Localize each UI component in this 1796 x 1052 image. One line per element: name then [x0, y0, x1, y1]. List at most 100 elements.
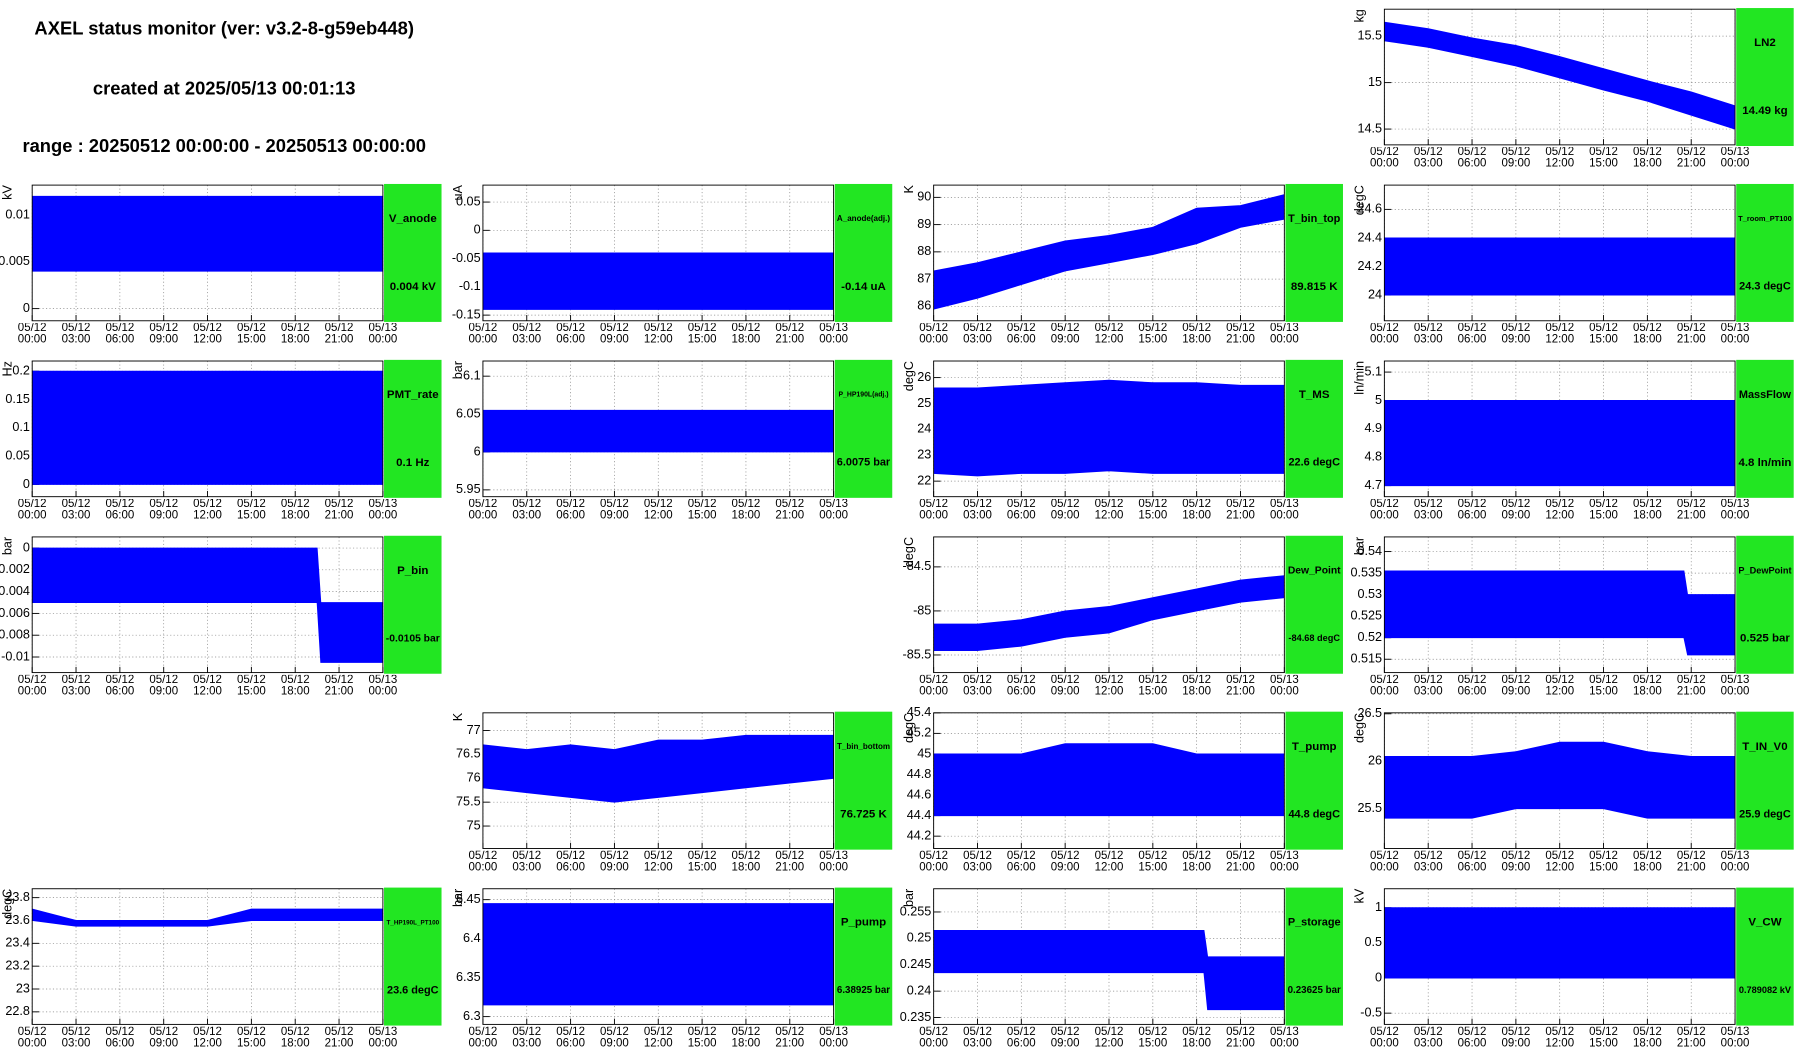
x-tick-label: 05/12 06:00: [1457, 147, 1487, 171]
y-tick-label: 0: [474, 223, 481, 237]
y-tick-label: 23.6: [5, 913, 30, 927]
panel: 14.5 15 15.5 05/12 00:00 05/12 03:00 05/12 06…: [1353, 8, 1794, 171]
x-tick-label-box: 05/13 00:00: [819, 851, 848, 873]
status-name: PMT_rate: [387, 389, 439, 401]
x-tick-label: 05/12 00:00: [468, 850, 498, 874]
x-tick-label-box: 05/12 18:00: [281, 323, 310, 345]
x-tick-label-box: 05/12 06:00: [1458, 851, 1487, 873]
x-tick-label-box: 05/12 12:00: [1545, 323, 1574, 345]
x-tick-label-box: 05/12 12:00: [193, 675, 222, 697]
x-tick-label-box: 05/12 15:00: [237, 323, 266, 345]
y-axis-unit: degC: [902, 361, 916, 391]
panel: -0.15 -0.1 -0.05 0 0.05 05/12 00:00 05/12 03:0…: [451, 183, 893, 347]
data-layer: [482, 903, 834, 1006]
y-tick-label: 45.4: [907, 705, 932, 719]
x-tick-label: 05/13 00:00: [368, 498, 398, 522]
x-tick-label: 05/12 00:00: [468, 1026, 498, 1050]
status-name: T_IN_V0: [1742, 741, 1787, 753]
x-tick-label-box: 05/12 15:00: [1589, 499, 1618, 521]
x-tick-label: 05/12 12:00: [1094, 674, 1124, 698]
x-tick-label: 05/12 21:00: [1226, 1026, 1255, 1050]
x-tick-label: 05/12 18:00: [1632, 674, 1662, 698]
x-tick-label-box: 05/12 15:00: [237, 1027, 266, 1049]
data-band: [32, 908, 383, 927]
panel: 86 87 88 89 90 05/12 00:00 05/12 03:00 05/12 06…: [902, 183, 1343, 347]
x-tick-label-box: 05/12 03:00: [1413, 147, 1443, 171]
x-tick-label-box: 05/12 06:00: [1007, 1027, 1036, 1049]
x-tick-label: 05/12 06:00: [105, 1026, 135, 1050]
x-tick-label: 05/12 09:00: [1050, 323, 1080, 347]
plot-frame: [1383, 360, 1736, 498]
x-tick-label: 05/12 15:00: [1138, 498, 1168, 522]
plot-frame: [482, 360, 835, 498]
y-tick-label: 0.515: [1350, 652, 1382, 666]
x-tick-label-box: 05/12 15:00: [1589, 675, 1618, 697]
status-name: T_room_PT100: [1738, 214, 1792, 223]
x-tick-label: 05/12 06:00: [1006, 498, 1036, 522]
y-tick-label: 0: [23, 477, 30, 491]
x-tick-label-box: 05/12 03:00: [512, 851, 541, 873]
x-tick-label-box: 05/12 21:00: [1226, 1026, 1255, 1050]
x-tick-label: 05/12 21:00: [775, 1026, 805, 1050]
status-box: [834, 359, 893, 498]
x-tick-label: 05/12 03:00: [512, 1026, 542, 1050]
y-axis-unit: degC: [902, 713, 916, 743]
x-tick-label: 05/13 00:00: [1720, 850, 1750, 874]
x-tick-label-box: 05/12 00:00: [919, 851, 948, 873]
panel: -85.5 -85 -84.5 05/12 00:00 05/12 03:00 05/12…: [902, 535, 1343, 698]
y-tick-label: 5.95: [456, 482, 481, 496]
x-tick-label: 05/12 21:00: [1226, 674, 1255, 698]
x-tick-label-box: 05/12 06:00: [556, 323, 585, 345]
x-tick-label-box: 05/13 00:00: [1721, 675, 1750, 697]
y-tick-label: 0.005: [0, 254, 30, 268]
x-tick-label: 05/12 12:00: [193, 1026, 222, 1050]
y-tick-label: 5.1: [1365, 364, 1383, 378]
x-tick-label: 05/12 03:00: [1413, 147, 1443, 171]
x-tick-label: 05/12 09:00: [149, 1026, 179, 1050]
y-tick-label: 6.05: [456, 406, 481, 420]
y-tick-label: 0.52: [1357, 630, 1382, 644]
y-tick-label: 0.53: [1357, 587, 1382, 601]
x-tick-label-box: 05/12 06:00: [105, 1026, 135, 1050]
data-layer: [933, 929, 1285, 1011]
x-tick-label-box: 05/13 00:00: [1270, 499, 1299, 521]
x-tick-label: 05/12 09:00: [600, 1026, 629, 1050]
y-tick-label: 75.5: [456, 795, 481, 809]
status-name: T_bin_bottom: [837, 742, 890, 751]
data-layer: [482, 252, 834, 310]
x-tick-label: 05/13 00:00: [819, 498, 849, 522]
data-band: [933, 575, 1285, 652]
x-tick-label: 05/13 00:00: [1720, 498, 1750, 522]
status-value: -84.68 degC: [1288, 633, 1340, 643]
x-tick-label-box: 05/12 00:00: [468, 1026, 498, 1050]
x-tick-label-box: 05/12 15:00: [237, 499, 266, 521]
y-tick-label: -0.006: [0, 606, 30, 620]
x-tick-label: 05/12 15:00: [1589, 850, 1618, 874]
status-name: Dew_Point: [1288, 566, 1341, 577]
x-tick-label: 05/12 15:00: [236, 674, 266, 698]
x-tick-label-box: 05/12 00:00: [919, 1027, 948, 1049]
status-box: [1736, 8, 1794, 147]
x-tick-label-box: 05/12 18:00: [732, 851, 761, 873]
panel: 6.3 6.35 6.4 6.45 05/12 00:00 05/12 03:00 05/1…: [451, 887, 893, 1050]
x-tick-label-box: 05/13 00:00: [1270, 323, 1299, 345]
y-tick-label: 90: [917, 190, 931, 204]
x-tick-label: 05/12 00:00: [468, 323, 498, 347]
x-tick-label-box: 05/12 18:00: [1633, 851, 1662, 873]
x-tick-label-box: 05/12 18:00: [1633, 1027, 1662, 1049]
x-tick-label-box: 05/12 21:00: [775, 323, 804, 345]
x-tick-label: 05/12 18:00: [280, 1026, 310, 1050]
x-tick-label: 05/12 15:00: [1589, 1026, 1618, 1050]
x-tick-label: 05/12 00:00: [17, 498, 47, 522]
x-tick-label: 05/12 15:00: [1138, 674, 1168, 698]
y-tick-label: 0.54: [1357, 544, 1382, 558]
x-tick-label-box: 05/12 21:00: [1677, 323, 1706, 345]
x-tick-label: 05/12 21:00: [1226, 323, 1255, 347]
panel: 24 24.2 24.4 24.6 05/12 00:00 05/12 03:00 05/1…: [1353, 183, 1794, 345]
x-tick-label-box: 05/13 00:00: [1721, 323, 1750, 345]
x-tick-label-box: 05/12 12:00: [1095, 323, 1124, 345]
x-tick-label-box: 05/12 18:00: [732, 1027, 761, 1049]
status-value: 0.789082 kV: [1739, 985, 1792, 995]
x-tick-label-box: 05/12 15:00: [1138, 851, 1167, 873]
x-tick-label: 05/12 12:00: [193, 498, 222, 522]
